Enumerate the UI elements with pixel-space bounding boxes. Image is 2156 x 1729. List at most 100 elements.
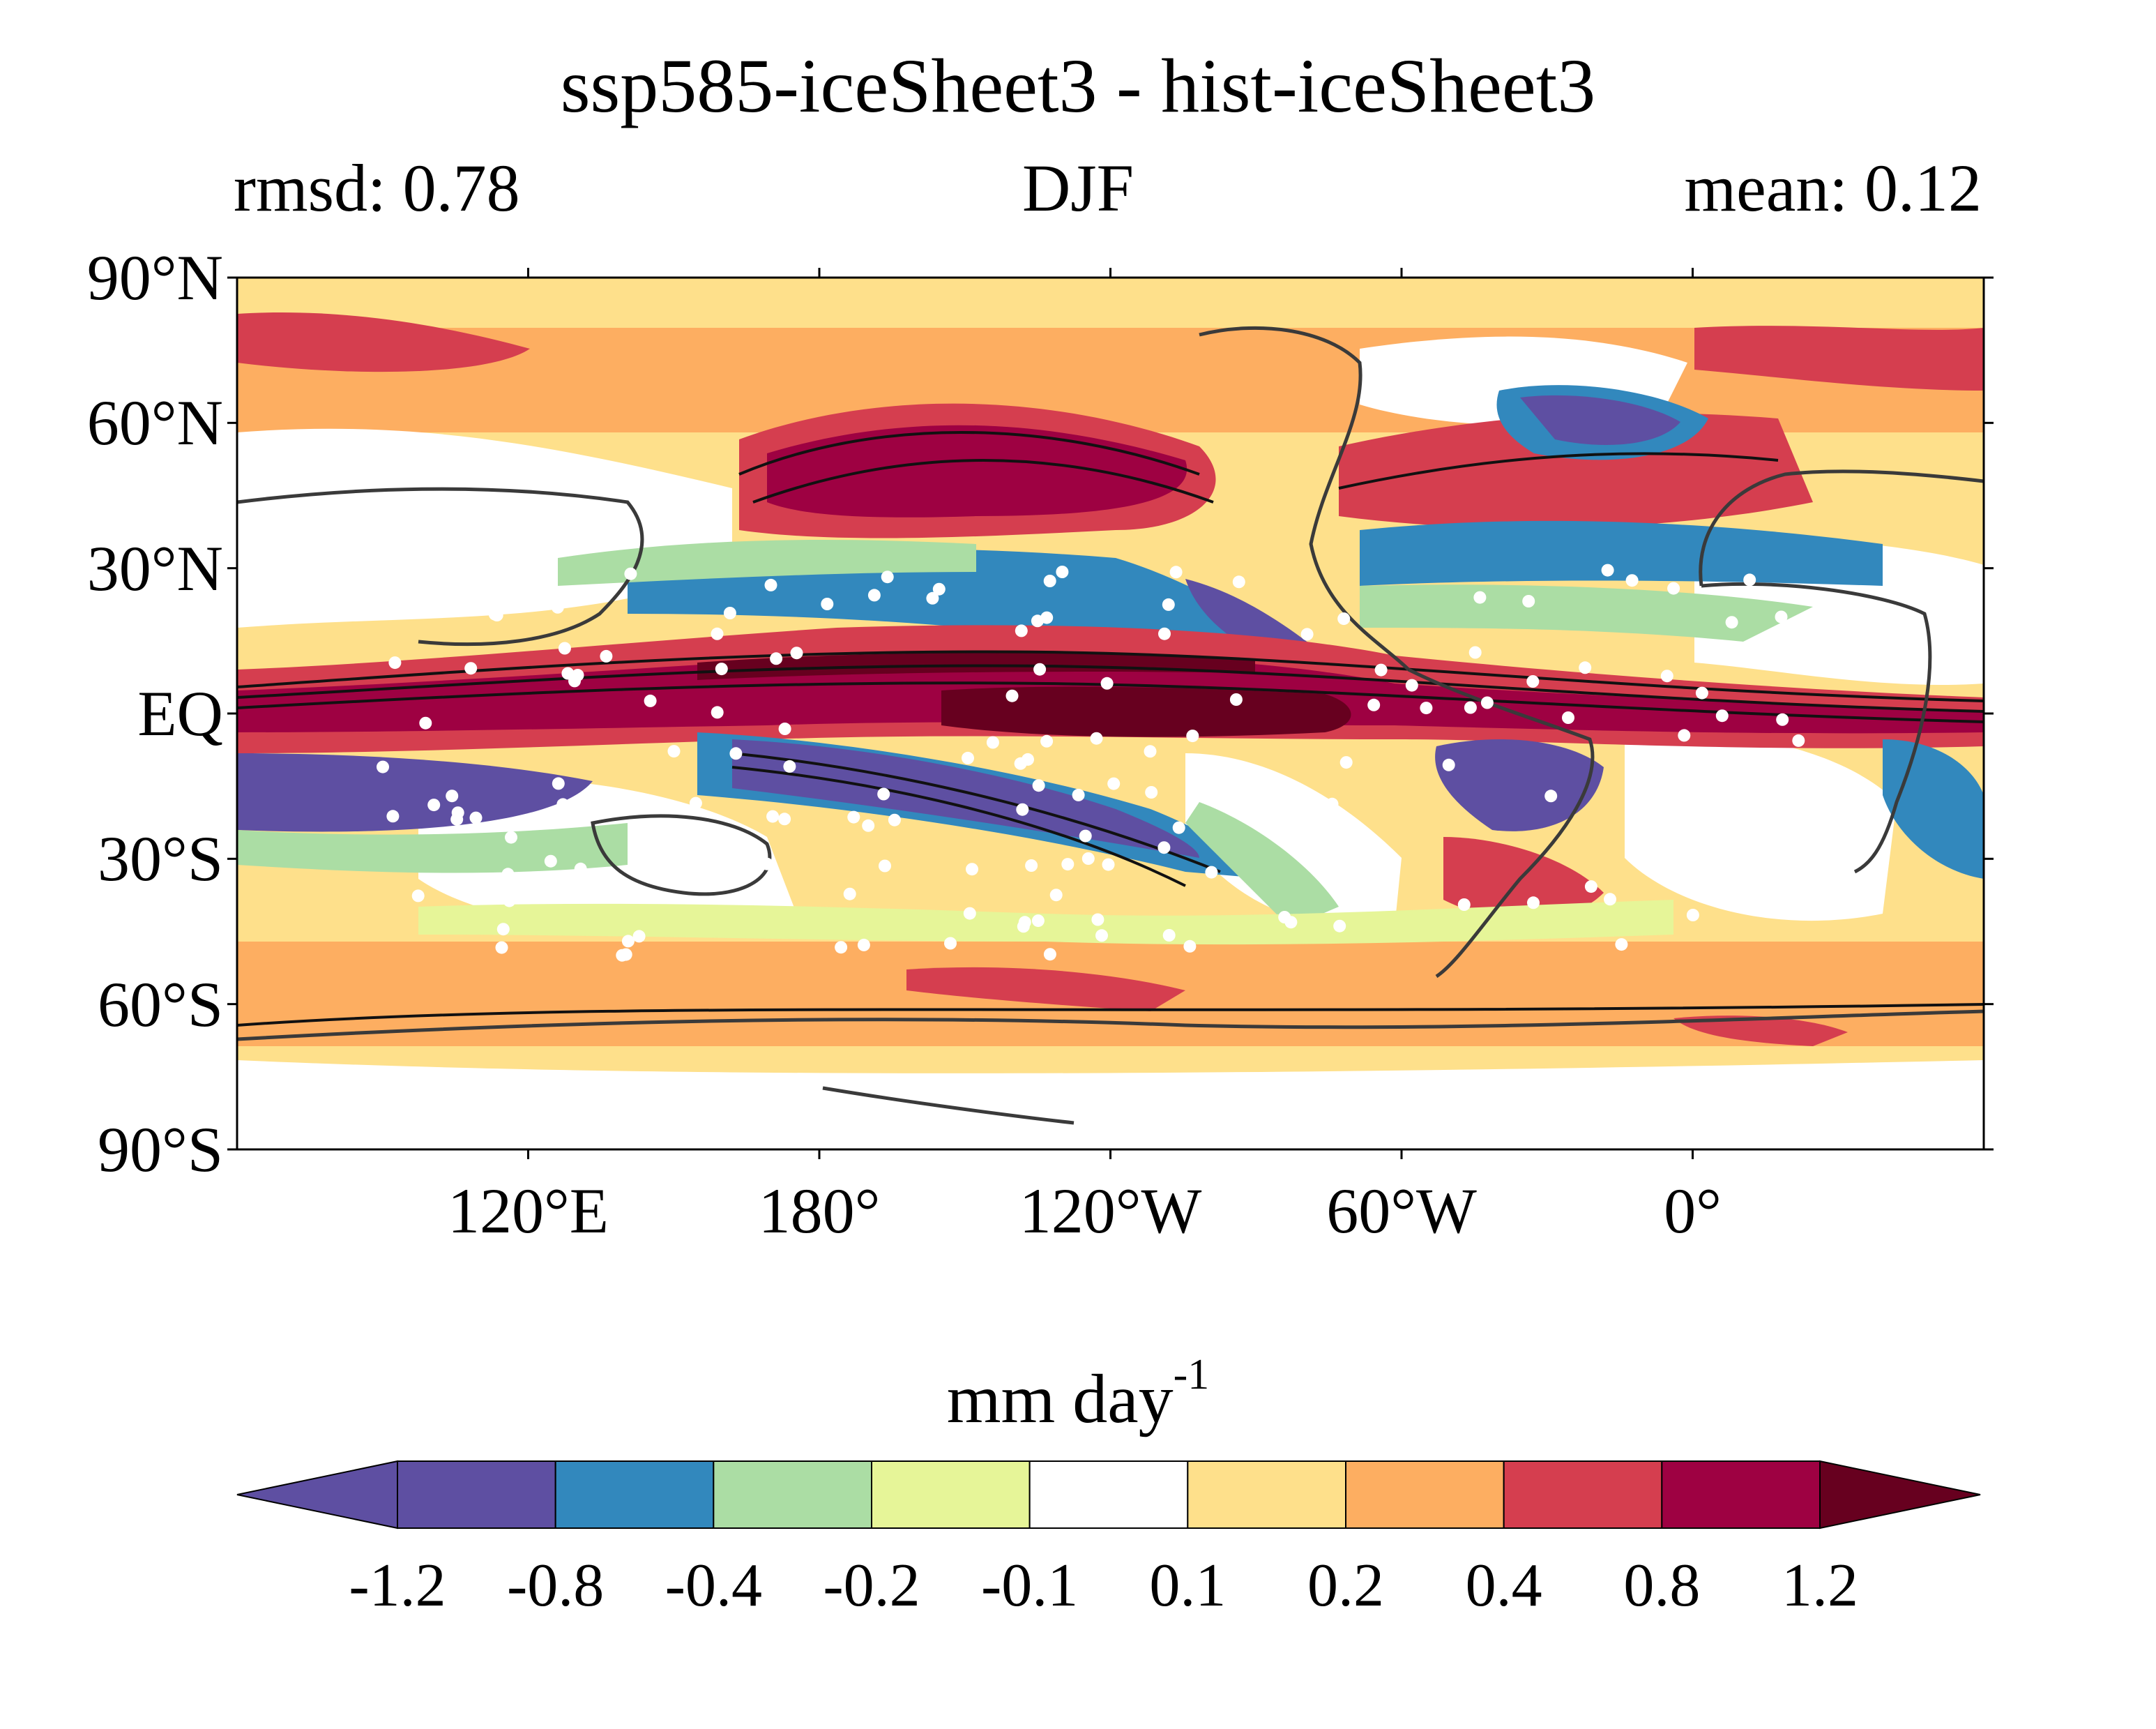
colorbar-bin	[1345, 1460, 1505, 1529]
stipple-dot	[621, 935, 635, 948]
lat-tick-label: 90°N	[86, 242, 223, 313]
stipple-dot	[1033, 663, 1047, 676]
stipple-dot	[632, 930, 646, 943]
stipple-dot	[1725, 616, 1738, 629]
rmsd-label: rmsd: 0.78	[234, 151, 520, 225]
map-title: ssp585-iceSheet3 - hist-iceSheet3	[560, 43, 1596, 128]
stipple-dot	[1337, 612, 1351, 626]
stipple-dot	[689, 796, 702, 810]
lat-tick-label: 30°N	[86, 532, 223, 604]
field-region	[558, 540, 976, 586]
stipple-dot	[574, 862, 587, 875]
stipple-dot	[1468, 646, 1482, 659]
stipple-dot	[1374, 663, 1388, 677]
field-region	[1185, 802, 1339, 928]
stipple-dot	[644, 694, 657, 707]
stipple-dot	[1527, 896, 1540, 909]
colorbar-tick-label: -0.1	[981, 1552, 1079, 1619]
stipple-dot	[1480, 696, 1494, 709]
colorbar-under-arrow	[236, 1460, 398, 1530]
contour-line	[237, 681, 1984, 723]
stipple-dot	[966, 863, 978, 876]
stipple-dot	[766, 810, 780, 823]
stipple-dot	[835, 941, 848, 954]
lon-tick-label: 0°	[1664, 1175, 1722, 1246]
stipple-dot	[843, 887, 856, 900]
stipple-dot	[1775, 610, 1788, 624]
stipple-dot	[1264, 800, 1277, 813]
stipple-dot	[1604, 893, 1616, 906]
stipple-dot	[1625, 574, 1639, 587]
colorbar-tick-label: -0.8	[507, 1552, 605, 1619]
stipple-dot	[1079, 829, 1092, 843]
stipple-dot	[1678, 729, 1691, 742]
map-panel	[227, 268, 1994, 1159]
lon-tick-label: 120°W	[1019, 1175, 1202, 1246]
colorbar-bin	[1187, 1460, 1347, 1529]
stipple-dot	[1229, 693, 1243, 706]
stipple-dot	[1095, 929, 1108, 942]
stipple-dot	[1361, 884, 1374, 897]
stipple-dot	[821, 598, 834, 610]
stipple-dot	[464, 662, 478, 675]
stipple-dot	[600, 649, 613, 663]
stipple-dot	[737, 854, 750, 868]
contour-lines	[237, 431, 1984, 1027]
field-region	[1694, 326, 1984, 391]
colorbar-unit-exponent: -1	[1173, 1351, 1210, 1398]
colorbar-unit: mm day	[946, 1360, 1174, 1437]
stipple-dot	[411, 889, 425, 903]
stipple-dot	[503, 894, 516, 907]
axis-ticks	[227, 268, 1994, 1159]
stipple-dot	[1333, 919, 1346, 933]
colorbar-tick-label: -0.4	[665, 1552, 762, 1619]
stipple-dot	[552, 777, 565, 790]
stipple-dot	[962, 751, 974, 764]
stipple-dot	[1014, 757, 1027, 770]
stipple-dot	[1680, 847, 1694, 860]
stipple-dot	[1158, 627, 1171, 640]
stipple-dot	[1715, 709, 1729, 723]
stipple-dot	[386, 810, 400, 823]
stipple-dot	[1100, 677, 1114, 690]
stipple-dot	[619, 948, 632, 961]
stipple-dot	[1232, 575, 1245, 589]
colorbar-bin	[1503, 1460, 1663, 1529]
stipple-dot	[427, 799, 441, 812]
field-region	[1339, 413, 1813, 529]
stipple-dot	[1229, 778, 1242, 792]
stipple-dot	[1186, 730, 1199, 743]
stipple-dot	[790, 647, 803, 660]
stipple-dot	[1025, 859, 1038, 872]
stipple-dot	[1442, 758, 1455, 771]
stipple-dot	[1157, 841, 1171, 854]
lat-tick-label: 90°S	[98, 1114, 223, 1185]
stipple-dot	[1562, 711, 1574, 724]
field-region	[906, 967, 1185, 1011]
stipple-dot	[667, 745, 681, 758]
stipple-dot	[1056, 566, 1069, 578]
stipple-dot	[419, 716, 432, 730]
stipple-dot	[506, 565, 519, 578]
colorbar-bin	[1661, 1460, 1821, 1529]
colorbar-tick-label: -1.2	[349, 1552, 446, 1619]
stipple-dot	[1043, 575, 1056, 587]
stipple-dot	[1326, 797, 1339, 810]
stipple-dot	[1767, 876, 1780, 889]
contour-line	[237, 664, 1984, 713]
stipple-dot	[1192, 760, 1205, 773]
stipple-dot	[1145, 786, 1158, 799]
season-label: DJF	[1022, 151, 1134, 225]
stipple-dot	[881, 571, 894, 584]
lon-tick-label: 120°E	[448, 1175, 609, 1246]
field-region	[1360, 520, 1883, 586]
field-region	[1520, 395, 1680, 445]
field-region	[237, 823, 628, 873]
stipple-dot	[1005, 689, 1019, 702]
stipple-dot	[505, 831, 517, 844]
lon-tick-label: 60°W	[1326, 1175, 1477, 1246]
contour-line	[237, 1003, 1984, 1027]
stipple-dot	[986, 736, 999, 749]
stipple-dot	[492, 590, 505, 603]
stipple-dot	[778, 813, 791, 826]
